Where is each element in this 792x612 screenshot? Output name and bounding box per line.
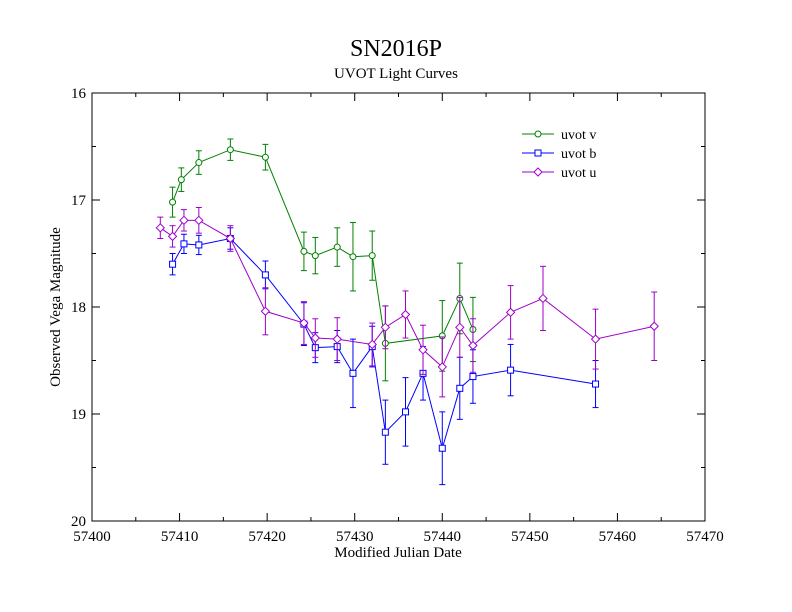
data-point-diamond [455, 322, 465, 333]
y-axis-label: Observed Vega Magnitude [48, 227, 64, 387]
chart-title: SN2016P [350, 36, 442, 62]
x-axis-label: Modified Julian Date [334, 545, 462, 561]
data-point-circle [169, 198, 177, 206]
data-point-circle [261, 153, 269, 161]
data-point-square [180, 240, 188, 248]
data-point-circle [311, 252, 319, 260]
series-uvot-v [169, 138, 477, 382]
data-point-square [456, 384, 464, 392]
data-point-diamond [367, 339, 377, 350]
x-tick-label: 57470 [686, 529, 724, 545]
series-line [172, 149, 474, 344]
chart-subtitle: UVOT Light Curves [334, 66, 458, 82]
legend-label: uvot b [561, 147, 596, 162]
data-point-diamond [167, 231, 178, 242]
y-tick-label: 20 [71, 514, 86, 530]
series-layer [155, 138, 659, 486]
x-tick-label: 57420 [248, 529, 286, 545]
data-point-square [349, 369, 357, 377]
data-point-diamond [155, 223, 166, 233]
plot-frame [91, 92, 706, 522]
data-point-diamond [260, 306, 271, 316]
data-point-diamond [194, 215, 204, 226]
series-line [160, 219, 655, 368]
data-point-diamond [505, 307, 516, 318]
data-point-diamond [437, 362, 447, 372]
data-point-diamond [310, 333, 321, 343]
data-point-diamond [418, 345, 428, 355]
data-point-diamond [649, 321, 659, 331]
x-tick-label: 57450 [511, 529, 549, 545]
data-point-circle [368, 252, 376, 260]
data-point-square [469, 373, 477, 381]
data-point-square [169, 260, 177, 268]
legend-box [517, 124, 612, 180]
data-point-square [381, 428, 389, 436]
legend-label: uvot v [561, 128, 596, 143]
data-point-circle [534, 130, 542, 138]
data-point-square [402, 408, 410, 416]
y-tick-label: 18 [71, 300, 86, 316]
data-point-circle [177, 176, 185, 184]
data-point-diamond [468, 340, 478, 351]
series-uvot-b [169, 227, 600, 486]
data-point-diamond [332, 334, 342, 344]
x-tick-label: 57400 [73, 529, 111, 545]
data-point-circle [333, 243, 341, 251]
data-point-square [195, 241, 203, 249]
data-point-diamond [179, 215, 189, 226]
data-point-diamond [590, 334, 601, 344]
x-tick-label: 57430 [336, 529, 374, 545]
data-point-diamond [400, 309, 411, 320]
series-uvot-u [155, 206, 659, 398]
x-tick-label: 57410 [161, 529, 199, 545]
y-tick-label: 16 [71, 86, 87, 102]
data-point-square [534, 149, 542, 157]
data-point-diamond [533, 167, 543, 177]
data-point-diamond [225, 233, 236, 244]
data-point-circle [349, 253, 357, 261]
data-point-diamond [299, 318, 309, 328]
x-tick-label: 57460 [599, 529, 637, 545]
data-point-circle [195, 159, 203, 167]
legend: uvot v uvot b uvot u [517, 124, 612, 181]
data-point-diamond [538, 293, 548, 304]
data-point-square [261, 271, 269, 279]
legend-label: uvot u [561, 166, 596, 181]
x-tick-label: 57440 [424, 529, 462, 545]
data-point-square [592, 380, 600, 388]
data-point-diamond [380, 322, 391, 333]
data-point-square [438, 444, 446, 452]
y-tick-label: 19 [71, 407, 86, 423]
y-tick-label: 17 [71, 193, 87, 209]
data-point-circle [300, 247, 308, 255]
data-point-circle [226, 146, 234, 154]
axis-ticks: 57400 57410 57420 57430 57440 57450 57460 57470… [71, 86, 724, 545]
data-point-square [507, 366, 515, 374]
